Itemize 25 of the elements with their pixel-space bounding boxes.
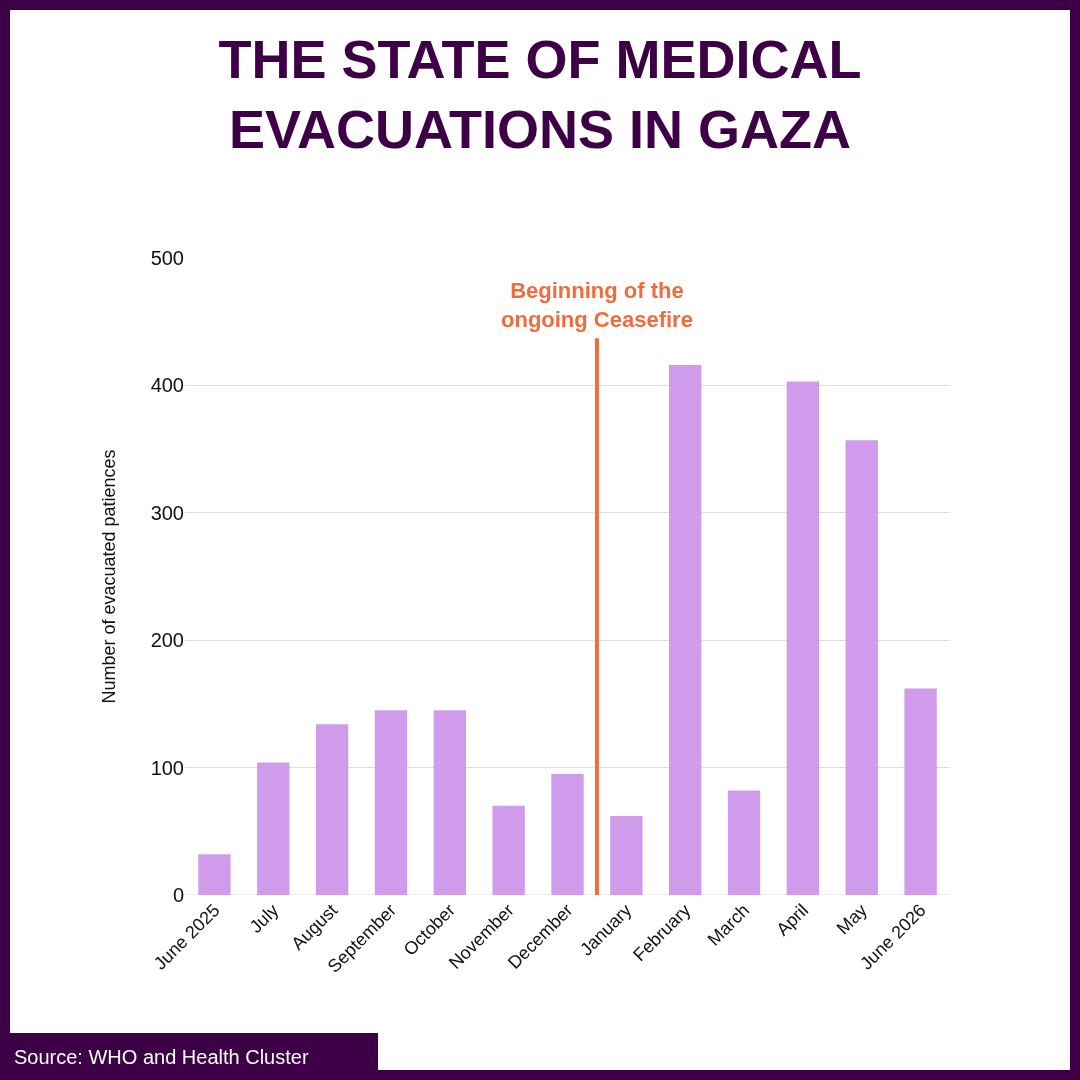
y-tick-label: 300 [150, 501, 184, 524]
bar [669, 365, 702, 895]
bar [198, 854, 231, 895]
bar [904, 688, 937, 895]
y-tick-label: 0 [172, 884, 184, 906]
bar [257, 762, 290, 895]
y-axis-title: Number of evacuated patiences [98, 449, 119, 704]
chart-title: THE STATE OF MEDICAL EVACUATIONS IN GAZA [218, 29, 862, 160]
bar [492, 805, 525, 895]
x-tick-label: July [245, 900, 283, 937]
y-tick-label: 400 [150, 374, 184, 397]
bar [374, 710, 408, 895]
y-tick-label: 100 [150, 756, 184, 779]
bar [433, 710, 466, 895]
bar [551, 773, 584, 895]
bar [786, 381, 820, 895]
bar [727, 790, 761, 895]
source-note: Source: WHO and Health Cluster [14, 1046, 309, 1068]
bar [610, 816, 643, 895]
y-tick-label: 200 [150, 629, 184, 652]
y-tick-label: 500 [150, 247, 184, 269]
bar [845, 440, 878, 895]
bar [315, 724, 349, 895]
ref-line-label: Beginning of the ongoing Ceasefire [501, 278, 693, 332]
x-tick-label: May [832, 900, 871, 939]
